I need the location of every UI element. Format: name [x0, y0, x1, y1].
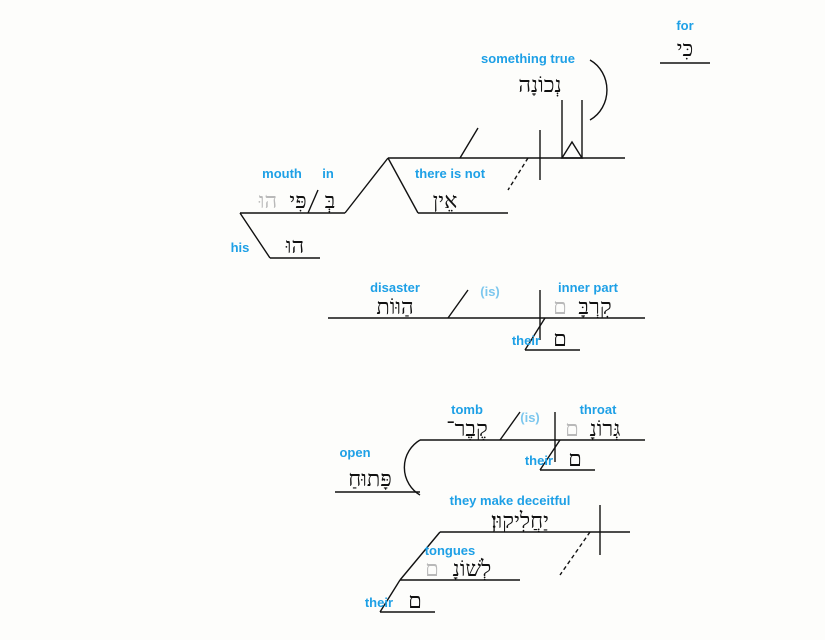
hebrew-tongues-suffix: ם [425, 556, 439, 581]
gloss-not: there is not [415, 166, 486, 181]
gloss-for: for [676, 18, 693, 33]
gloss-true: something true [481, 51, 575, 66]
sentence-diagram: for כִּי something true נְכוֹנָה there i… [0, 0, 825, 640]
gloss-inner: inner part [558, 280, 619, 295]
gloss-their-1: their [512, 333, 540, 348]
hebrew-deceit: יַחֲלִיקוּן׃ [491, 508, 549, 533]
gloss-deceit: they make deceitful [450, 493, 571, 508]
gloss-disaster: disaster [370, 280, 420, 295]
hebrew-tomb: קֶבֶר־ [446, 416, 488, 441]
hook-open [404, 440, 420, 495]
gloss-tomb: tomb [451, 402, 483, 417]
hebrew-throat-suffix: ם [565, 416, 579, 441]
hebrew-disaster: הַוּוֹת [376, 294, 413, 319]
dash-4 [560, 532, 590, 575]
hebrew-tongues: לְשׁוֹנָ [453, 556, 492, 581]
gloss-is-1: (is) [480, 284, 500, 299]
hebrew-mouth-suffix: הוּ [258, 188, 277, 213]
hebrew-inner-suffix: ם [553, 294, 567, 319]
clause-4: they make deceitful יַחֲלִיקוּן׃ tongues… [365, 493, 630, 613]
gloss-their-2: their [525, 453, 553, 468]
slant-to-not [388, 158, 418, 213]
hebrew-in: בְּ [325, 188, 336, 213]
gloss-their-3: their [365, 595, 393, 610]
dash-1 [508, 158, 528, 190]
hebrew-their-3: ם [408, 588, 422, 613]
slant-mouth [345, 158, 388, 213]
hebrew-throat: גְּרוֹנָ [590, 416, 621, 441]
mod-tick-1 [460, 128, 478, 158]
hook-true [590, 60, 607, 120]
is-tick-3 [500, 412, 520, 440]
hebrew-true: נְכוֹנָה [518, 72, 561, 97]
gloss-open: open [339, 445, 370, 460]
hebrew-inner: קִרְבָּ [578, 294, 611, 319]
gloss-mouth: mouth [262, 166, 302, 181]
stand-triangle [562, 142, 582, 158]
clause-1: something true נְכוֹנָה there is not אֵי… [231, 51, 625, 258]
hebrew-their-2: ם [568, 446, 582, 471]
clause-3: throat גְּרוֹנָ ם (is) tomb קֶבֶר־ open … [335, 402, 645, 495]
hebrew-for: כִּי [677, 36, 694, 61]
gloss-his: his [231, 240, 250, 255]
hebrew-their-1: ם [553, 326, 567, 351]
sep-in-mouth [308, 190, 318, 213]
hebrew-mouth: פִּי [289, 188, 306, 213]
hebrew-not: אֵין [433, 188, 458, 213]
hebrew-open: פָּתוּחַ [348, 466, 392, 491]
gloss-throat: throat [580, 402, 618, 417]
gloss-is-2: (is) [520, 410, 540, 425]
hebrew-his: הוּ [285, 233, 304, 258]
clause-for: for כִּי [660, 18, 710, 63]
is-tick-2 [448, 290, 468, 318]
gloss-in: in [322, 166, 334, 181]
clause-2: inner part קִרְבָּ ם (is) disaster הַוּו… [328, 280, 645, 351]
